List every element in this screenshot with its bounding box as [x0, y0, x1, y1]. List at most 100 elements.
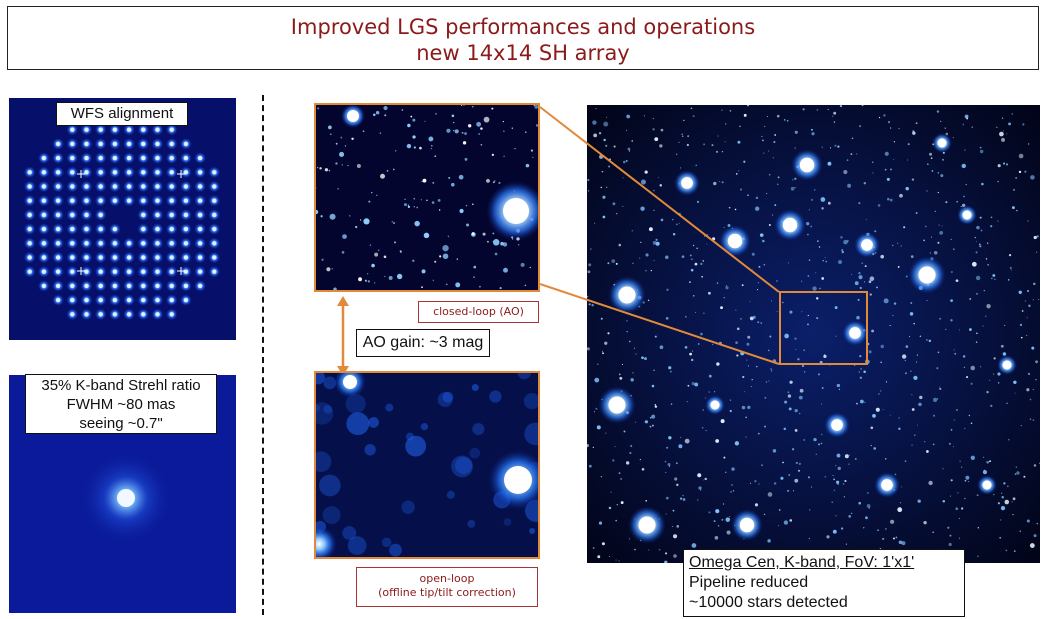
field-star [686, 143, 689, 147]
field-star [735, 341, 738, 344]
field-star [732, 490, 735, 492]
closed-loop-star [503, 267, 508, 273]
closed-loop-star [407, 123, 411, 128]
closed-loop-star [486, 178, 490, 183]
field-star [708, 374, 712, 378]
field-star [747, 365, 750, 367]
field-star [969, 298, 972, 300]
field-star [989, 379, 991, 381]
field-star [591, 304, 594, 307]
field-star [878, 116, 881, 119]
field-star [587, 295, 589, 298]
field-star [811, 128, 813, 131]
field-star [687, 384, 690, 387]
field-star [823, 353, 825, 355]
field-star [1014, 473, 1017, 475]
closed-loop-star [461, 131, 464, 134]
wfs-spot-core [155, 297, 160, 303]
field-star [698, 486, 702, 490]
field-star [971, 126, 974, 128]
field-star [729, 409, 732, 413]
field-star [756, 289, 759, 291]
field-star [866, 503, 871, 508]
field-star [641, 356, 644, 360]
closed-loop-star [434, 260, 437, 263]
field-star [590, 248, 592, 250]
open-loop-blob [315, 451, 332, 472]
field-star [676, 223, 678, 226]
field-star [691, 543, 697, 548]
field-star [652, 117, 654, 120]
wfs-spot-core [112, 283, 118, 289]
field-star [794, 428, 798, 432]
field-star [955, 507, 959, 511]
field-star [719, 180, 721, 182]
field-star [816, 108, 819, 111]
field-star [1028, 304, 1031, 308]
field-star [1019, 530, 1021, 532]
field-star [605, 186, 608, 189]
field-star [756, 365, 758, 368]
wfs-spot-core [112, 241, 118, 246]
wfs-spot-core [112, 226, 118, 232]
wfs-spot-core [126, 184, 132, 189]
field-star [651, 424, 654, 427]
field-star [692, 294, 695, 297]
open-loop-blob [315, 402, 334, 425]
field-star [665, 255, 669, 260]
field-star [806, 222, 810, 226]
field-star [793, 490, 795, 492]
omega-cen-image [587, 105, 1040, 563]
field-star [672, 233, 676, 236]
field-star [612, 202, 616, 206]
field-star [689, 352, 692, 356]
field-star [866, 219, 868, 221]
field-star [1032, 299, 1034, 301]
wfs-spot-core [84, 155, 89, 161]
wfs-spot-core [141, 241, 146, 246]
closed-loop-star [478, 285, 481, 288]
field-star [872, 413, 876, 418]
field-star [898, 427, 901, 431]
field-star [962, 355, 966, 358]
wfs-spot-core [126, 269, 132, 274]
wfs-spot-core [70, 198, 75, 203]
field-star [598, 132, 602, 135]
field-star [639, 257, 641, 259]
closed-loop-star [355, 225, 358, 229]
wfs-spot-core [55, 297, 61, 303]
field-star [950, 479, 953, 482]
field-star [844, 454, 849, 459]
field-star [1018, 290, 1022, 294]
field-star [979, 216, 982, 219]
field-star [659, 144, 663, 148]
field-star [1026, 519, 1030, 523]
field-star [697, 343, 700, 345]
field-star [768, 173, 771, 176]
field-star [724, 141, 726, 143]
wfs-spot-core [112, 269, 118, 274]
field-star [985, 315, 987, 317]
field-star [858, 371, 860, 373]
field-star [964, 149, 966, 151]
field-star [964, 114, 969, 119]
closed-loop-star [529, 266, 531, 269]
field-star [716, 150, 718, 153]
field-star [697, 499, 699, 501]
closed-loop-star [456, 258, 458, 260]
open-loop-blob [471, 383, 479, 392]
field-star [961, 466, 963, 468]
open-loop-blob [385, 403, 394, 412]
field-star [723, 227, 725, 229]
wfs-spot-core [197, 198, 203, 203]
field-star [616, 504, 618, 506]
closed-loop-star [432, 279, 434, 282]
field-star [763, 513, 766, 516]
closed-loop-star [482, 232, 486, 236]
field-star [864, 401, 866, 403]
closed-loop-star [377, 249, 380, 251]
field-star [1018, 170, 1022, 174]
closed-loop-star [439, 255, 442, 258]
field-star [889, 198, 893, 202]
field-star [711, 144, 714, 147]
